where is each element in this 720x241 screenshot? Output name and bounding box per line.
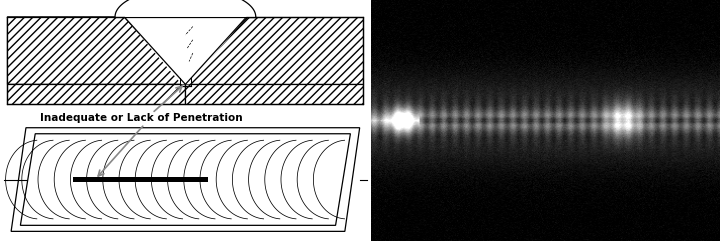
Polygon shape <box>186 17 364 84</box>
Polygon shape <box>186 84 364 104</box>
Polygon shape <box>20 134 351 225</box>
Polygon shape <box>125 17 246 84</box>
Bar <box>73 177 208 182</box>
Polygon shape <box>7 84 186 104</box>
Polygon shape <box>115 0 256 17</box>
Polygon shape <box>11 128 360 231</box>
Polygon shape <box>7 17 186 84</box>
Text: Inadequate or Lack of Penetration: Inadequate or Lack of Penetration <box>40 113 242 123</box>
